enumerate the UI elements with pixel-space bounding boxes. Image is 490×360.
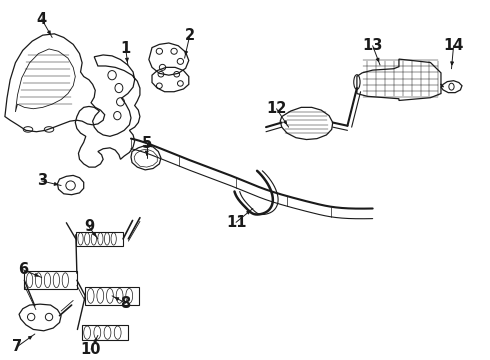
Text: 7: 7	[12, 339, 23, 354]
Text: 1: 1	[121, 41, 131, 57]
Text: 6: 6	[18, 262, 28, 277]
Text: 11: 11	[226, 215, 246, 230]
Text: 12: 12	[267, 101, 287, 116]
Text: 9: 9	[84, 219, 94, 234]
Text: 4: 4	[37, 12, 47, 27]
Text: 13: 13	[363, 38, 383, 53]
Text: 8: 8	[121, 296, 131, 311]
Text: 3: 3	[37, 174, 47, 188]
Text: 14: 14	[443, 38, 464, 53]
Text: 10: 10	[81, 342, 101, 357]
Text: 2: 2	[185, 28, 195, 43]
Text: 5: 5	[142, 136, 152, 151]
